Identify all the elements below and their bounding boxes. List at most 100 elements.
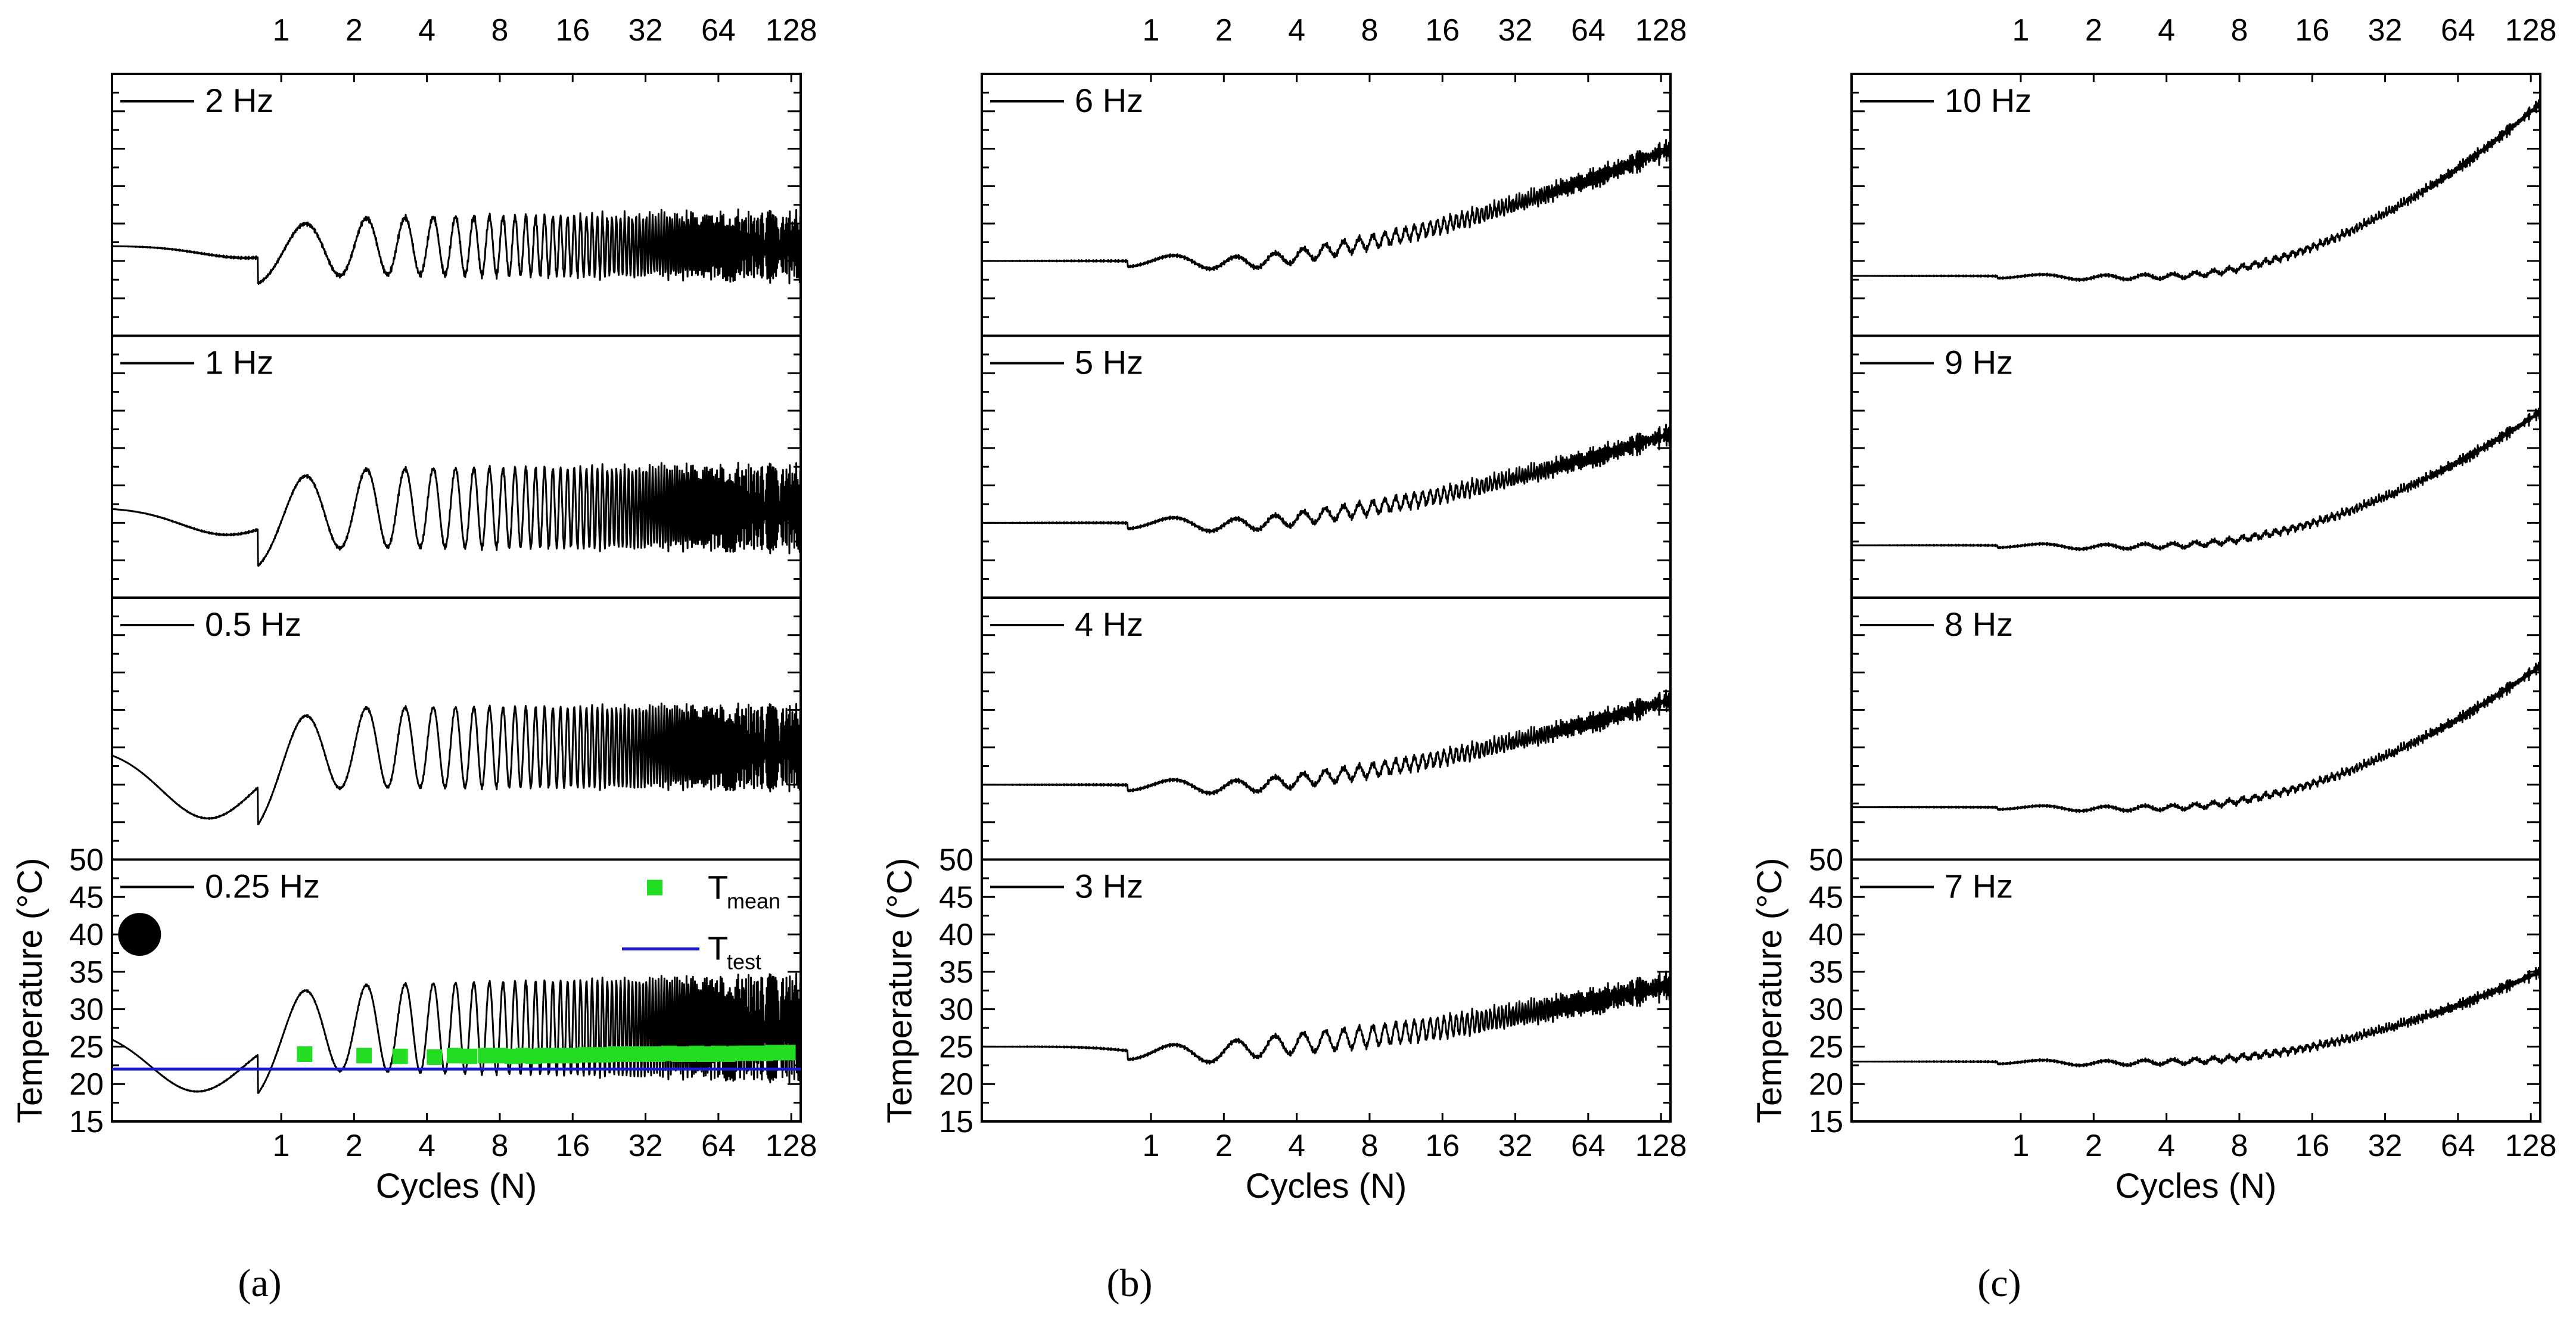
y-tick-label: 20: [1809, 1067, 1843, 1102]
temperature-trace: [981, 139, 1672, 272]
subplot-b-0: 6 Hz: [981, 73, 1672, 337]
y-tick-label: 15: [1809, 1105, 1843, 1139]
y-tick-label: 25: [69, 1030, 104, 1064]
subplot-b-1: 5 Hz: [981, 334, 1672, 599]
subplot-a-0: 2 Hz: [111, 73, 802, 337]
y-tick-label: 45: [939, 880, 973, 915]
y-tick-label: 40: [939, 918, 973, 952]
bottom-x-tick-label: 4: [2158, 1129, 2175, 1163]
bottom-x-tick-label: 1: [2012, 1129, 2030, 1163]
top-x-tick-label: 1: [1143, 13, 1160, 48]
frequency-label: 1 Hz: [205, 344, 273, 381]
frequency-label: 2 Hz: [205, 82, 273, 119]
subplot-b-2: 4 Hz: [981, 596, 1672, 861]
y-tick-label: 45: [69, 880, 104, 915]
subplot-c-1: 9 Hz: [1850, 334, 2541, 599]
x-axis-title: Cycles (N): [376, 1167, 537, 1205]
bottom-x-tick-label: 1: [1143, 1129, 1160, 1163]
t-mean-marker: [392, 1048, 408, 1064]
temperature-trace: [1851, 407, 2541, 552]
bottom-x-tick-label: 8: [491, 1129, 508, 1163]
y-tick-label: 50: [1809, 843, 1843, 878]
bottom-x-tick-label: 32: [1498, 1129, 1533, 1163]
t-mean-marker: [446, 1048, 462, 1064]
bottom-x-tick-label: 8: [2230, 1129, 2248, 1163]
top-x-tick-label: 1: [2012, 13, 2030, 48]
t-mean-marker: [356, 1048, 372, 1064]
top-x-tick-label: 128: [1635, 13, 1687, 48]
bottom-x-tick-label: 16: [1425, 1129, 1460, 1163]
temperature-trace: [1851, 661, 2541, 813]
x-axis-title: Cycles (N): [2115, 1167, 2277, 1205]
y-tick-label: 35: [939, 955, 973, 990]
subplot-c-2: 8 Hz: [1850, 596, 2541, 861]
y-axis-title: Temperature (°C): [881, 858, 919, 1123]
y-tick-label: 35: [1809, 955, 1843, 990]
top-x-tick-label: 2: [2085, 13, 2102, 48]
temperature-trace: [111, 972, 802, 1094]
t-test-legend-label: T: [708, 930, 728, 967]
top-x-tick-label: 16: [1425, 13, 1460, 48]
y-tick-label: 30: [1809, 993, 1843, 1027]
top-x-tick-label: 8: [491, 13, 508, 48]
y-tick-label: 30: [939, 993, 973, 1027]
temperature-trace: [1851, 98, 2541, 282]
top-x-tick-label: 64: [1571, 13, 1606, 48]
t-mean-legend-label: T: [708, 869, 728, 906]
top-x-tick-label: 32: [2368, 13, 2403, 48]
frequency-label: 0.25 Hz: [205, 868, 320, 905]
bottom-x-tick-label: 1: [273, 1129, 290, 1163]
bottom-x-tick-label: 128: [2505, 1129, 2557, 1163]
temperature-trace: [111, 703, 802, 825]
t-mean-marker: [462, 1048, 478, 1064]
y-tick-label: 25: [1809, 1030, 1843, 1064]
temperature-trace: [981, 424, 1672, 534]
bottom-x-tick-label: 128: [1635, 1129, 1687, 1163]
top-x-tick-label: 16: [555, 13, 590, 48]
frequency-label: 0.5 Hz: [205, 605, 301, 643]
temperature-trace: [981, 689, 1672, 796]
frequency-label: 8 Hz: [1945, 605, 2013, 643]
bottom-x-tick-label: 2: [2085, 1129, 2102, 1163]
bottom-x-tick-label: 64: [1571, 1129, 1606, 1163]
top-x-tick-label: 64: [2441, 13, 2475, 48]
subplot-c-0: 10 Hz: [1850, 73, 2541, 337]
top-x-tick-label: 8: [2230, 13, 2248, 48]
panel-label: (b): [1107, 1261, 1153, 1305]
bottom-x-tick-label: 4: [1288, 1129, 1305, 1163]
y-tick-label: 40: [1809, 918, 1843, 952]
top-x-tick-label: 128: [766, 13, 817, 48]
bottom-x-tick-label: 64: [701, 1129, 736, 1163]
bottom-x-tick-label: 2: [1215, 1129, 1233, 1163]
frequency-label: 6 Hz: [1075, 82, 1143, 119]
temperature-trace: [111, 208, 802, 285]
subplot-a-1: 1 Hz: [111, 334, 802, 599]
top-x-tick-label: 64: [701, 13, 736, 48]
top-x-tick-label: 2: [346, 13, 363, 48]
y-tick-label: 25: [939, 1030, 973, 1064]
top-x-tick-label: 4: [1288, 13, 1305, 48]
y-tick-label: 20: [69, 1067, 104, 1102]
top-x-tick-label: 4: [2158, 13, 2175, 48]
bottom-x-tick-label: 32: [629, 1129, 663, 1163]
top-x-tick-label: 2: [1215, 13, 1233, 48]
top-x-tick-label: 8: [1361, 13, 1378, 48]
bottom-x-tick-label: 2: [346, 1129, 363, 1163]
t-mean-legend-marker: [647, 880, 662, 896]
t-test-legend-sub: test: [727, 950, 761, 974]
panel-label: (c): [1977, 1261, 2021, 1305]
bottom-x-tick-label: 16: [555, 1129, 590, 1163]
temperature-trace: [111, 462, 802, 567]
temperature-trace: [1851, 967, 2541, 1068]
top-x-tick-label: 128: [2505, 13, 2557, 48]
black-dot-marker: [118, 913, 161, 956]
y-tick-label: 50: [939, 843, 973, 878]
frequency-label: 4 Hz: [1075, 605, 1143, 643]
y-tick-label: 30: [69, 993, 104, 1027]
subplot-a-2: 0.5 Hz: [111, 596, 802, 861]
t-mean-marker: [478, 1048, 494, 1064]
bottom-x-tick-label: 8: [1361, 1129, 1378, 1163]
